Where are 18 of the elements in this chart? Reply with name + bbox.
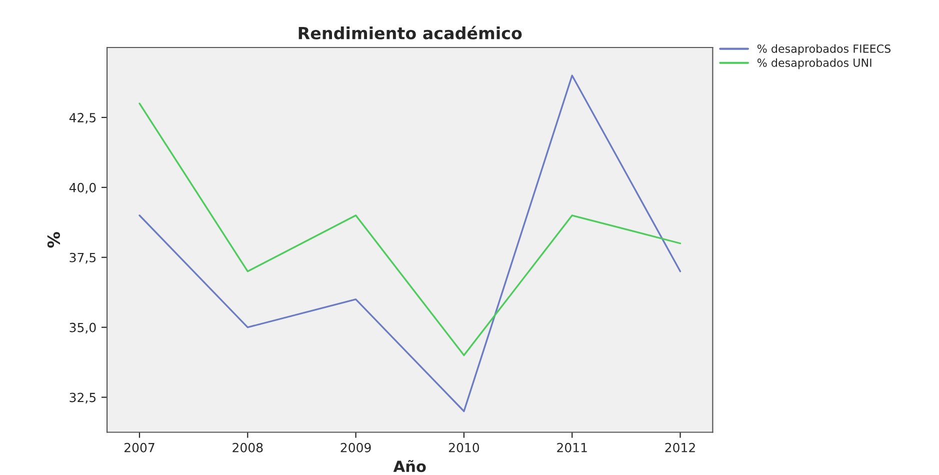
y-axis-title: % [47, 232, 60, 248]
x-tick-label: 2008 [232, 442, 263, 452]
x-tick-label: 2011 [557, 442, 587, 452]
x-axis-title: Año [393, 460, 426, 472]
chart-title: Rendimiento académico [298, 26, 522, 40]
legend-label: % desaprobados FIEECS [757, 44, 891, 56]
x-tick-label: 2010 [448, 442, 480, 452]
x-tick-label: 2012 [665, 442, 695, 452]
line-series [138, 74, 682, 412]
line-series [138, 102, 682, 356]
y-tick-label: 42,5 [69, 112, 96, 124]
y-tick-label: 40,0 [69, 182, 96, 194]
legend-label: % desaprobados UNI [757, 58, 872, 70]
y-tick-label: 37,5 [70, 252, 96, 264]
x-tick-label: 2009 [340, 442, 371, 452]
x-tick-label: 2007 [124, 442, 154, 452]
y-tick-label: 32,5 [70, 392, 96, 404]
y-tick-label: 35,0 [70, 322, 96, 334]
